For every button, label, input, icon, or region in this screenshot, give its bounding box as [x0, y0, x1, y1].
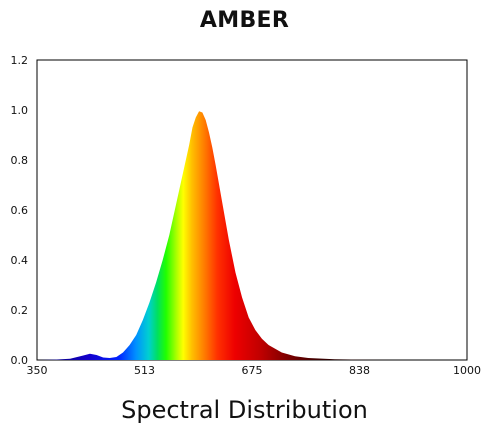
- x-tick-label: 513: [134, 364, 155, 377]
- x-tick-label: 838: [349, 364, 370, 377]
- y-tick-label: 0.4: [11, 254, 29, 267]
- y-tick-label: 0.6: [11, 204, 29, 217]
- y-tick-label: 0.0: [11, 354, 29, 367]
- x-tick-label: 1000: [453, 364, 481, 377]
- x-axis-label: Spectral Distribution: [121, 396, 368, 424]
- x-tick-label: 350: [27, 364, 48, 377]
- y-tick-label: 0.8: [11, 154, 29, 167]
- chart-title: AMBER: [199, 8, 290, 33]
- plot-area: [36, 59, 468, 361]
- y-axis-ticks: 0.0 0.2 0.4 0.6 0.8 1.0 1.2: [11, 54, 29, 367]
- x-tick-label: 675: [242, 364, 263, 377]
- y-tick-label: 1.2: [11, 54, 29, 67]
- y-tick-label: 1.0: [11, 104, 29, 117]
- y-tick-label: 0.2: [11, 304, 29, 317]
- x-axis-ticks: 350 513 675 838 1000: [27, 364, 482, 377]
